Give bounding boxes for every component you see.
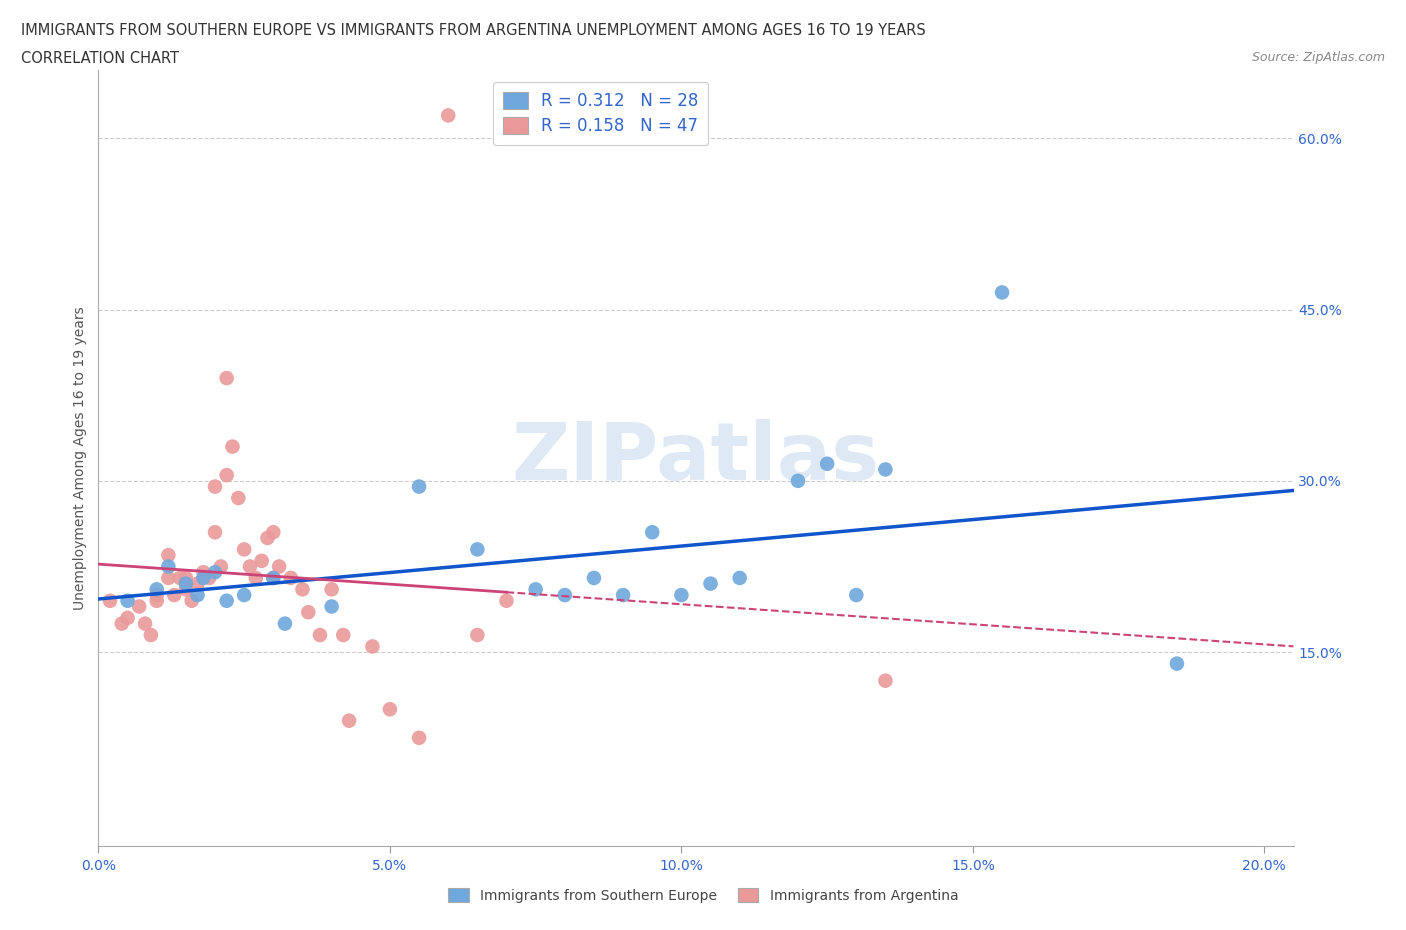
Point bbox=[332, 628, 354, 643]
Point bbox=[204, 565, 226, 579]
Point bbox=[169, 570, 191, 585]
Point bbox=[378, 702, 401, 717]
Point bbox=[280, 570, 302, 585]
Point bbox=[139, 628, 162, 643]
Point bbox=[297, 604, 319, 619]
Point bbox=[228, 490, 250, 505]
Point bbox=[815, 457, 838, 472]
Text: Source: ZipAtlas.com: Source: ZipAtlas.com bbox=[1251, 51, 1385, 64]
Text: ZIPatlas: ZIPatlas bbox=[512, 419, 880, 497]
Point bbox=[163, 588, 186, 603]
Legend: Immigrants from Southern Europe, Immigrants from Argentina: Immigrants from Southern Europe, Immigra… bbox=[440, 880, 966, 910]
Point bbox=[174, 582, 197, 597]
Point bbox=[157, 570, 180, 585]
Text: IMMIGRANTS FROM SOUTHERN EUROPE VS IMMIGRANTS FROM ARGENTINA UNEMPLOYMENT AMONG : IMMIGRANTS FROM SOUTHERN EUROPE VS IMMIG… bbox=[21, 23, 925, 38]
Point bbox=[269, 559, 291, 574]
Point bbox=[157, 548, 180, 563]
Point bbox=[215, 468, 238, 483]
Legend: R = 0.312   N = 28, R = 0.158   N = 47: R = 0.312 N = 28, R = 0.158 N = 47 bbox=[492, 82, 709, 145]
Point bbox=[361, 639, 384, 654]
Point bbox=[209, 559, 232, 574]
Point bbox=[437, 108, 460, 123]
Point bbox=[582, 570, 605, 585]
Point bbox=[291, 582, 314, 597]
Point bbox=[134, 617, 156, 631]
Point bbox=[193, 570, 215, 585]
Point bbox=[174, 577, 197, 591]
Point bbox=[408, 730, 430, 745]
Point bbox=[193, 565, 215, 579]
Point bbox=[117, 610, 139, 625]
Point bbox=[221, 439, 243, 454]
Point bbox=[875, 462, 897, 477]
Point bbox=[1166, 657, 1188, 671]
Point bbox=[845, 588, 868, 603]
Point bbox=[321, 599, 343, 614]
Point bbox=[262, 525, 284, 539]
Point bbox=[250, 553, 273, 568]
Point bbox=[233, 542, 256, 557]
Point bbox=[274, 617, 297, 631]
Point bbox=[612, 588, 634, 603]
Point bbox=[239, 559, 262, 574]
Point bbox=[145, 588, 167, 603]
Point bbox=[262, 570, 284, 585]
Point bbox=[145, 582, 167, 597]
Y-axis label: Unemployment Among Ages 16 to 19 years: Unemployment Among Ages 16 to 19 years bbox=[73, 306, 87, 610]
Point bbox=[245, 570, 267, 585]
Point bbox=[321, 582, 343, 597]
Point bbox=[215, 371, 238, 386]
Point bbox=[157, 559, 180, 574]
Text: CORRELATION CHART: CORRELATION CHART bbox=[21, 51, 179, 66]
Point bbox=[186, 588, 208, 603]
Point bbox=[180, 593, 202, 608]
Point bbox=[111, 617, 134, 631]
Point bbox=[174, 570, 197, 585]
Point bbox=[991, 285, 1014, 299]
Point bbox=[98, 593, 121, 608]
Point bbox=[117, 593, 139, 608]
Point bbox=[262, 570, 284, 585]
Point bbox=[787, 473, 810, 488]
Point bbox=[337, 713, 360, 728]
Point bbox=[875, 673, 897, 688]
Point bbox=[145, 593, 167, 608]
Point bbox=[728, 570, 751, 585]
Point bbox=[524, 582, 547, 597]
Point bbox=[215, 593, 238, 608]
Point bbox=[699, 577, 721, 591]
Point bbox=[641, 525, 664, 539]
Point bbox=[467, 542, 489, 557]
Point bbox=[233, 588, 256, 603]
Point bbox=[671, 588, 693, 603]
Point bbox=[256, 530, 278, 545]
Point bbox=[186, 577, 208, 591]
Point bbox=[204, 525, 226, 539]
Point bbox=[204, 479, 226, 494]
Point bbox=[309, 628, 332, 643]
Point bbox=[198, 570, 221, 585]
Point bbox=[554, 588, 576, 603]
Point bbox=[467, 628, 489, 643]
Point bbox=[408, 479, 430, 494]
Point bbox=[495, 593, 517, 608]
Point bbox=[128, 599, 150, 614]
